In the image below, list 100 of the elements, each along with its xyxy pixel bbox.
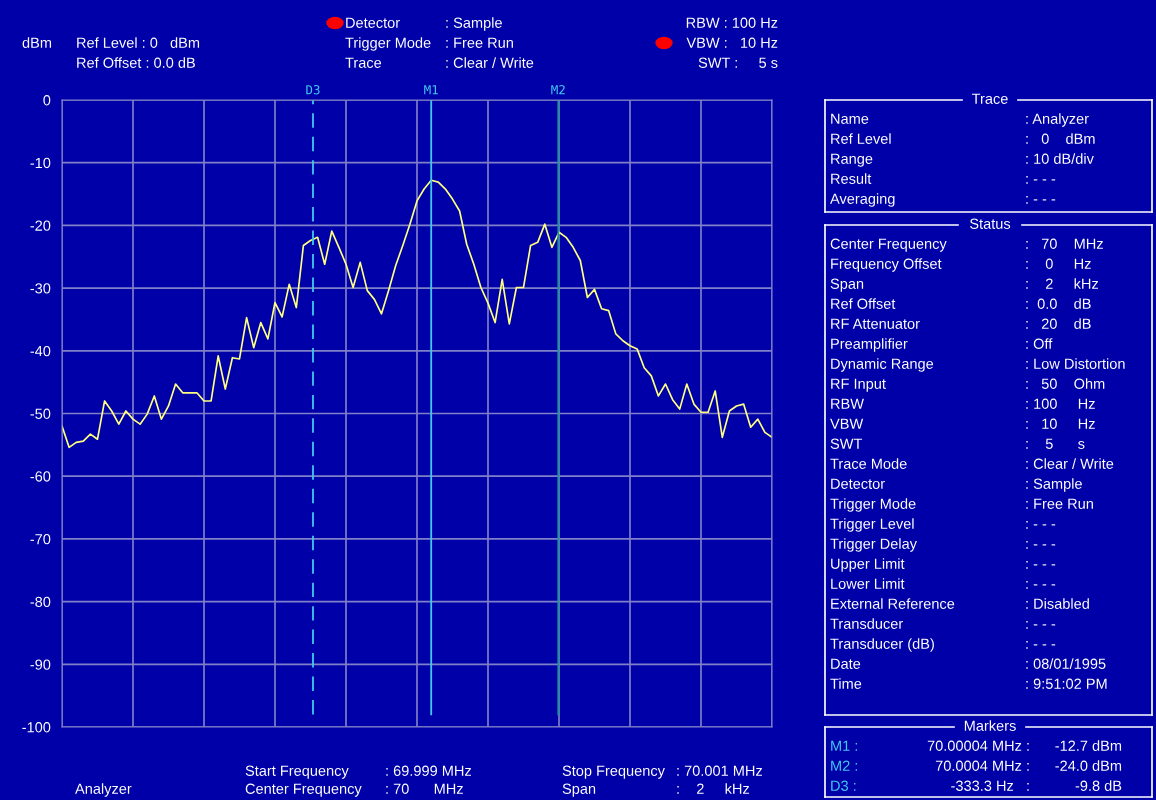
text: Analyzer bbox=[75, 783, 132, 797]
y-tick-label: -80 bbox=[30, 596, 51, 608]
y-tick-label: -40 bbox=[30, 345, 51, 357]
y-tick-label: -50 bbox=[30, 408, 51, 419]
text: Lower Limit bbox=[831, 578, 905, 589]
text: : 2 kHz bbox=[677, 783, 750, 794]
text: -24.0 dBm bbox=[1055, 760, 1122, 771]
y-tick-label: 0 bbox=[43, 95, 51, 106]
text: Result bbox=[831, 173, 872, 184]
text: Transducer bbox=[830, 618, 903, 629]
text: Preamplifier bbox=[831, 338, 908, 352]
y-tick-label: -70 bbox=[30, 534, 51, 545]
text: Date bbox=[831, 658, 861, 669]
text: 70.0004 MHz : bbox=[935, 760, 1029, 771]
text: Dynamic Range bbox=[831, 358, 934, 372]
text: 70.00004 MHz : bbox=[927, 740, 1029, 751]
text: : 0 Hz bbox=[1026, 258, 1091, 269]
text: Trace Mode bbox=[830, 458, 907, 469]
text: Start Frequency bbox=[245, 765, 349, 779]
text: M1 : bbox=[831, 740, 858, 751]
text: : 08/01/1995 bbox=[1026, 658, 1106, 669]
text: : 9:51:02 PM bbox=[1026, 678, 1107, 689]
y-tick-label: -10 bbox=[30, 157, 51, 169]
y-tick-label: -100 bbox=[22, 722, 51, 733]
text: M1 bbox=[424, 85, 438, 95]
text: External Reference bbox=[831, 598, 955, 609]
y-axis-title: dBm bbox=[22, 37, 52, 48]
text: SWT bbox=[830, 438, 863, 449]
text: Upper Limit bbox=[831, 558, 905, 572]
text: Range bbox=[831, 153, 873, 167]
text: : 5 s bbox=[1026, 438, 1085, 449]
text: Ref Level : 0 dBm bbox=[77, 37, 200, 48]
text: : - - - bbox=[1026, 621, 1056, 629]
text: -9.8 dB bbox=[1075, 780, 1122, 791]
text: Trace bbox=[971, 93, 1008, 104]
y-tick-label: -20 bbox=[30, 220, 51, 231]
text: Averaging bbox=[830, 193, 895, 207]
text: Status bbox=[969, 218, 1011, 229]
text: : 69.999 MHz bbox=[386, 765, 471, 776]
text: VBW : 10 Hz bbox=[686, 37, 778, 48]
text: : - - - bbox=[1026, 196, 1056, 204]
text: RF Input bbox=[831, 378, 886, 392]
text: Transducer (dB) bbox=[830, 638, 934, 652]
text: RBW : 100 Hz bbox=[686, 17, 778, 28]
text: Markers bbox=[964, 720, 1016, 731]
text: : 0.0 dB bbox=[1026, 298, 1091, 309]
text: Frequency Offset bbox=[831, 258, 942, 272]
text: : Sample bbox=[446, 17, 502, 31]
text: : 70 MHz bbox=[386, 783, 463, 794]
text: -333.3 Hz : bbox=[951, 780, 1029, 791]
text: Stop Frequency bbox=[562, 765, 665, 779]
text: SWT : 5 s bbox=[698, 57, 778, 68]
text: Name bbox=[831, 113, 869, 124]
text: VBW bbox=[830, 418, 864, 429]
text: Span bbox=[562, 783, 596, 797]
text: M2 bbox=[551, 84, 565, 95]
text: : 2 kHz bbox=[1026, 278, 1099, 289]
text: : Free Run bbox=[446, 37, 513, 48]
line-series bbox=[62, 179, 772, 449]
text: : Sample bbox=[1026, 478, 1082, 492]
text: : 10 dB/div bbox=[1026, 153, 1094, 164]
text: Time bbox=[830, 678, 862, 689]
text: Detector bbox=[831, 478, 885, 489]
text: : - - - bbox=[1026, 561, 1056, 569]
text: : 50 Ohm bbox=[1026, 378, 1105, 389]
text: : Clear / Write bbox=[1026, 458, 1114, 469]
text: : - - - bbox=[1026, 641, 1056, 649]
text: Ref Offset bbox=[831, 298, 896, 309]
text: D3 : bbox=[831, 780, 856, 791]
text: : Low Distortion bbox=[1026, 358, 1125, 369]
text: : - - - bbox=[1026, 541, 1056, 549]
text: Trace bbox=[345, 57, 382, 68]
text: M2 : bbox=[831, 760, 858, 771]
y-tick-label: -30 bbox=[30, 283, 51, 294]
text: : 0 dBm bbox=[1026, 133, 1095, 144]
text: Center Frequency bbox=[830, 238, 947, 252]
text: : Free Run bbox=[1026, 498, 1093, 509]
text: : 70.001 MHz bbox=[677, 765, 762, 776]
text: : 10 Hz bbox=[1026, 418, 1095, 429]
text: Span bbox=[830, 278, 864, 292]
text: RF Attenuator bbox=[831, 318, 920, 329]
text: Trigger Level bbox=[830, 518, 914, 532]
text: Ref Level bbox=[831, 133, 891, 144]
text: Trigger Mode bbox=[345, 37, 431, 51]
text: : 70 MHz bbox=[1026, 238, 1103, 249]
y-tick-label: -90 bbox=[30, 659, 51, 670]
text: : - - - bbox=[1026, 176, 1056, 184]
text: RBW bbox=[831, 398, 864, 409]
text: : - - - bbox=[1026, 521, 1056, 529]
text: : Analyzer bbox=[1026, 113, 1089, 127]
text: : 100 Hz bbox=[1026, 398, 1095, 409]
text: Trigger Delay bbox=[830, 538, 917, 552]
text: -12.7 dBm bbox=[1055, 740, 1122, 751]
text: Detector bbox=[346, 17, 400, 28]
text: : - - - bbox=[1026, 581, 1056, 589]
text: : Off bbox=[1026, 338, 1053, 349]
text: Trigger Mode bbox=[830, 498, 916, 512]
text: Ref Offset : 0.0 dB bbox=[77, 57, 195, 68]
text: : Disabled bbox=[1026, 598, 1089, 609]
text: : Clear / Write bbox=[446, 57, 534, 68]
